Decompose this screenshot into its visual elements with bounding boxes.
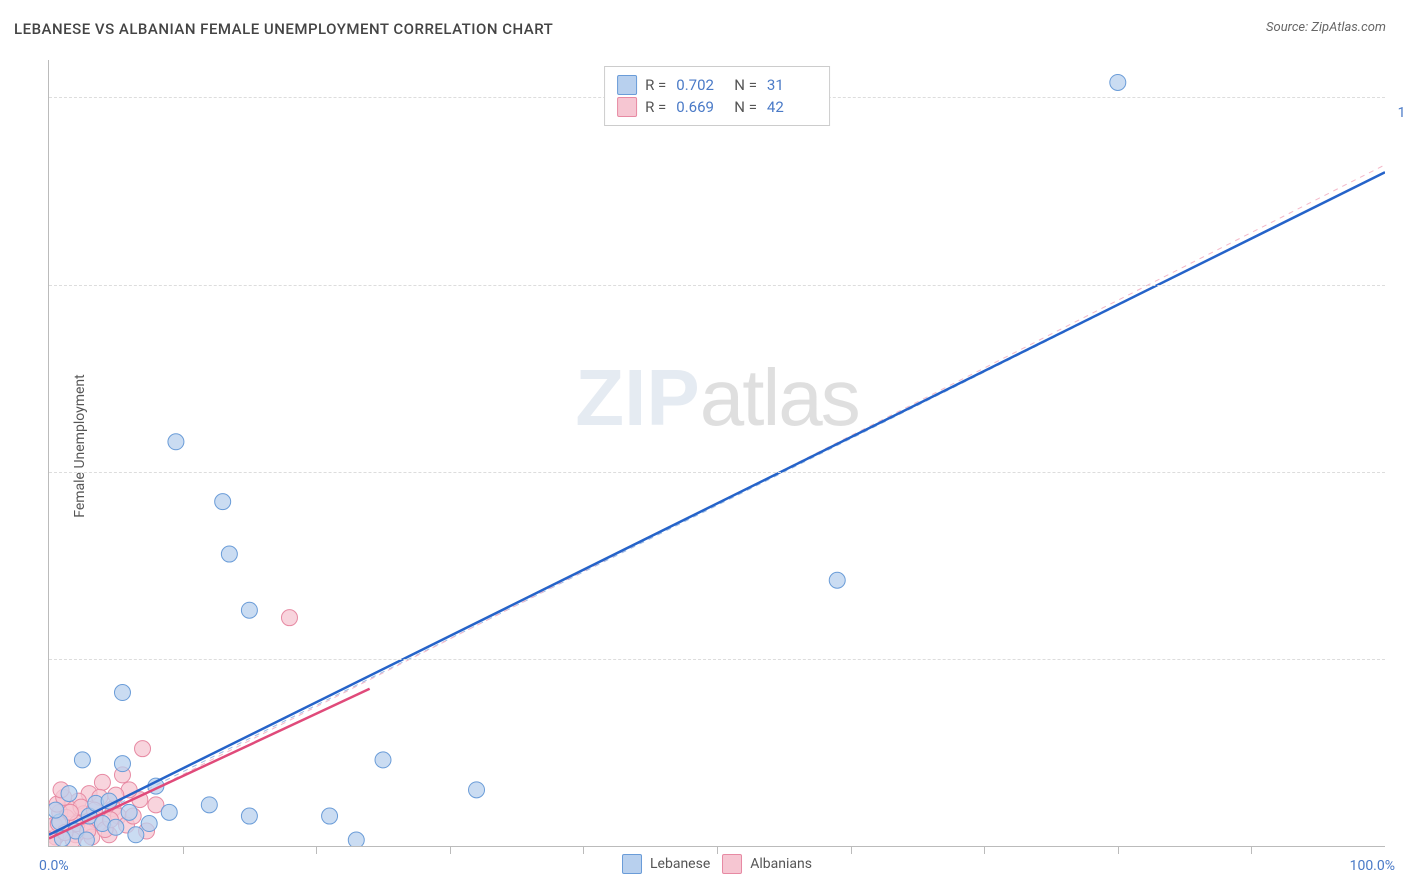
gridline bbox=[49, 659, 1385, 660]
x-tick bbox=[450, 846, 451, 854]
swatch-lebanese bbox=[617, 75, 637, 95]
x-tick bbox=[1251, 846, 1252, 854]
x-tick bbox=[717, 846, 718, 854]
scatter-svg bbox=[49, 60, 1385, 846]
r-label: R = bbox=[645, 98, 666, 116]
n-value-lebanese: 31 bbox=[767, 76, 807, 94]
swatch-albanians bbox=[617, 97, 637, 117]
n-label: N = bbox=[734, 98, 757, 116]
legend-item-albanians: Albanians bbox=[722, 854, 812, 874]
legend-item-lebanese: Lebanese bbox=[622, 854, 710, 874]
x-tick bbox=[316, 846, 317, 854]
chart-title: LEBANESE VS ALBANIAN FEMALE UNEMPLOYMENT… bbox=[14, 20, 553, 38]
x-tick bbox=[851, 846, 852, 854]
swatch-lebanese bbox=[622, 854, 642, 874]
x-tick bbox=[984, 846, 985, 854]
gridline bbox=[49, 472, 1385, 473]
legend-label-albanians: Albanians bbox=[750, 856, 812, 872]
plot-area: ZIPatlas R = 0.702 N = 31 R = 0.669 N = … bbox=[48, 60, 1385, 847]
x-tick-label-max: 100.0% bbox=[1350, 858, 1395, 874]
correlation-legend: R = 0.702 N = 31 R = 0.669 N = 42 bbox=[604, 66, 830, 126]
r-value-lebanese: 0.702 bbox=[676, 76, 716, 94]
r-value-albanians: 0.669 bbox=[676, 98, 716, 116]
x-tick bbox=[183, 846, 184, 854]
legend-label-lebanese: Lebanese bbox=[650, 856, 710, 872]
legend-row-albanians: R = 0.669 N = 42 bbox=[617, 97, 817, 117]
legend-row-lebanese: R = 0.702 N = 31 bbox=[617, 75, 817, 95]
n-label: N = bbox=[734, 76, 757, 94]
y-tick-label: 100.0% bbox=[1398, 105, 1406, 121]
gridline bbox=[49, 285, 1385, 286]
series-legend: Lebanese Albanians bbox=[622, 854, 812, 874]
swatch-albanians bbox=[722, 854, 742, 874]
x-tick bbox=[1118, 846, 1119, 854]
x-tick-label-min: 0.0% bbox=[39, 858, 69, 874]
x-tick bbox=[583, 846, 584, 854]
r-label: R = bbox=[645, 76, 666, 94]
source-attribution: Source: ZipAtlas.com bbox=[1266, 20, 1386, 35]
n-value-albanians: 42 bbox=[767, 98, 807, 116]
